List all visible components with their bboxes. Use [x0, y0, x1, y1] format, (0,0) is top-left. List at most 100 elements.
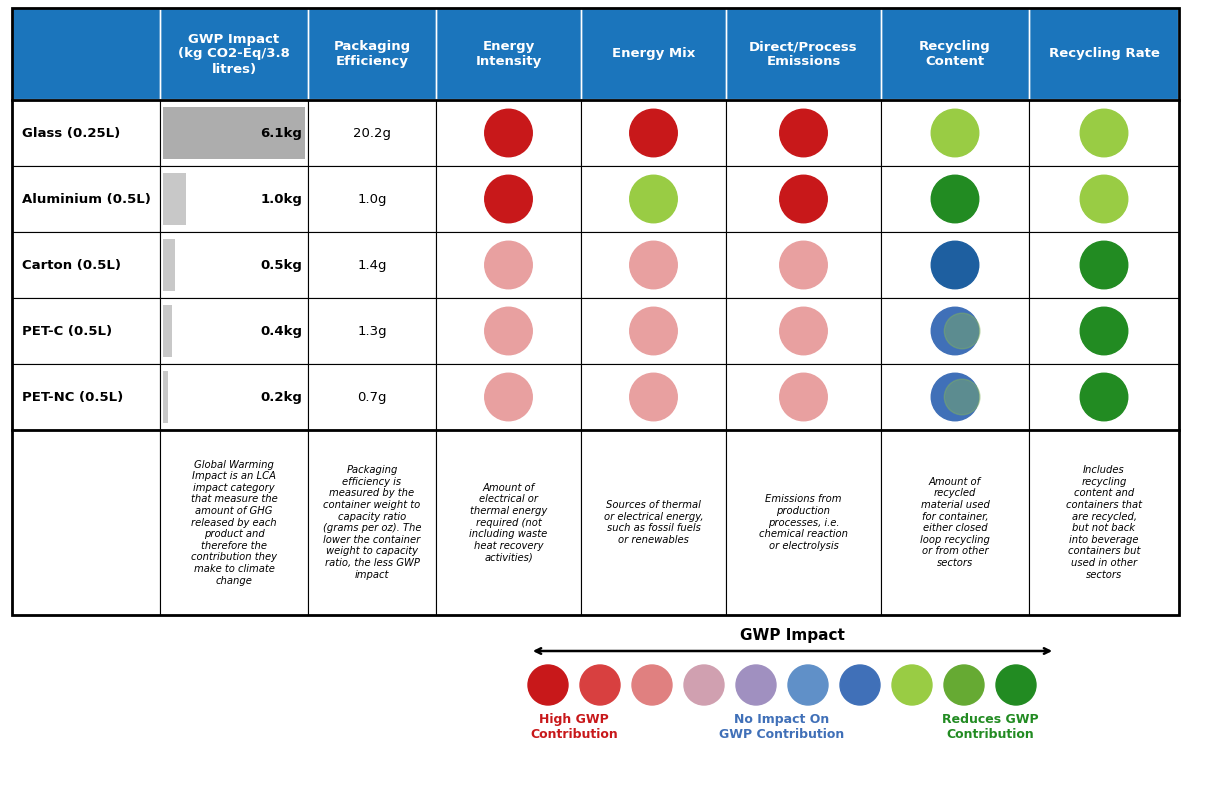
Text: Packaging
efficiency is
measured by the
container weight to
capacity ratio
(gram: Packaging efficiency is measured by the … [323, 466, 421, 579]
Circle shape [485, 175, 532, 223]
Bar [436, 232, 581, 298]
Circle shape [931, 373, 979, 421]
Text: Global Warming
Impact is an LCA
impact category
that measure the
amount of GHG
r: Global Warming Impact is an LCA impact c… [190, 459, 278, 586]
Bar [581, 166, 726, 232]
Bar [160, 8, 308, 100]
Bar [160, 364, 308, 430]
Circle shape [996, 665, 1036, 705]
Circle shape [780, 373, 828, 421]
Circle shape [485, 373, 532, 421]
Bar [436, 430, 581, 615]
Text: 1.4g: 1.4g [357, 258, 387, 272]
Text: 0.5kg: 0.5kg [260, 258, 302, 272]
Bar [726, 232, 880, 298]
Circle shape [931, 241, 979, 289]
Bar [726, 430, 880, 615]
Circle shape [1081, 373, 1127, 421]
Text: Recycling
Content: Recycling Content [919, 40, 991, 68]
Text: Recycling Rate: Recycling Rate [1049, 48, 1159, 60]
Bar [163, 107, 305, 159]
Bar [160, 232, 308, 298]
Text: High GWP
Contribution: High GWP Contribution [530, 713, 618, 741]
Circle shape [788, 665, 828, 705]
Text: Energy
Intensity: Energy Intensity [475, 40, 542, 68]
Bar [12, 430, 160, 615]
Bar [880, 166, 1029, 232]
Bar [880, 8, 1029, 100]
Bar [581, 8, 726, 100]
Text: 1.0kg: 1.0kg [260, 192, 302, 206]
Text: 6.1kg: 6.1kg [260, 126, 302, 140]
Bar [880, 364, 1029, 430]
Text: 0.4kg: 0.4kg [260, 324, 302, 338]
Bar [12, 364, 1179, 430]
Text: Carton (0.5L): Carton (0.5L) [22, 258, 122, 272]
Text: PET-NC (0.5L): PET-NC (0.5L) [22, 390, 123, 403]
Text: 1.3g: 1.3g [357, 324, 387, 338]
Circle shape [944, 313, 980, 349]
Bar [12, 100, 160, 166]
Bar [308, 232, 436, 298]
Bar [436, 298, 581, 364]
Bar [436, 364, 581, 430]
Circle shape [485, 109, 532, 157]
Text: GWP Impact: GWP Impact [740, 628, 845, 643]
Bar [12, 8, 1179, 615]
Bar [436, 8, 581, 100]
Bar [726, 100, 880, 166]
Bar [581, 100, 726, 166]
Bar [12, 8, 1179, 100]
Text: Emissions from
production
processes, i.e.
chemical reaction
or electrolysis: Emissions from production processes, i.e… [759, 495, 849, 551]
Bar [436, 100, 581, 166]
Text: GWP Impact
(kg CO2-Eq/3.8
litres): GWP Impact (kg CO2-Eq/3.8 litres) [178, 32, 290, 75]
Bar [308, 430, 436, 615]
Bar [1029, 166, 1179, 232]
Circle shape [684, 665, 725, 705]
Circle shape [931, 307, 979, 355]
Text: 1.0g: 1.0g [357, 192, 387, 206]
Circle shape [630, 373, 678, 421]
Bar [1029, 364, 1179, 430]
Bar [12, 298, 1179, 364]
Bar [726, 298, 880, 364]
Bar [581, 232, 726, 298]
Bar [12, 100, 1179, 166]
Text: 20.2g: 20.2g [352, 126, 391, 140]
Text: Direct/Process
Emissions: Direct/Process Emissions [749, 40, 858, 68]
Text: No Impact On
GWP Contribution: No Impact On GWP Contribution [720, 713, 845, 741]
Circle shape [630, 109, 678, 157]
Bar [12, 430, 1179, 615]
Circle shape [944, 379, 980, 414]
Bar [12, 298, 160, 364]
Text: Energy Mix: Energy Mix [612, 48, 695, 60]
Bar [308, 298, 436, 364]
Bar [163, 173, 187, 225]
Bar [12, 232, 1179, 298]
Circle shape [780, 109, 828, 157]
Circle shape [528, 665, 569, 705]
Bar [880, 100, 1029, 166]
Bar [308, 166, 436, 232]
Circle shape [1081, 175, 1127, 223]
Text: PET-C (0.5L): PET-C (0.5L) [22, 324, 112, 338]
Circle shape [632, 665, 672, 705]
Circle shape [780, 175, 828, 223]
Text: 0.7g: 0.7g [357, 390, 387, 403]
Bar [160, 166, 308, 232]
Bar [160, 298, 308, 364]
Circle shape [736, 665, 776, 705]
Text: Amount of
recycled
material used
for container,
either closed
loop recycling
or : Amount of recycled material used for con… [920, 477, 990, 568]
Bar [1029, 100, 1179, 166]
Text: Packaging
Efficiency: Packaging Efficiency [334, 40, 410, 68]
Circle shape [780, 307, 828, 355]
Bar [726, 8, 880, 100]
Bar [726, 364, 880, 430]
Bar [581, 430, 726, 615]
Bar [880, 298, 1029, 364]
Circle shape [1081, 109, 1127, 157]
Circle shape [630, 175, 678, 223]
Bar [12, 166, 1179, 232]
Circle shape [944, 665, 984, 705]
Circle shape [780, 241, 828, 289]
Bar [163, 305, 172, 357]
